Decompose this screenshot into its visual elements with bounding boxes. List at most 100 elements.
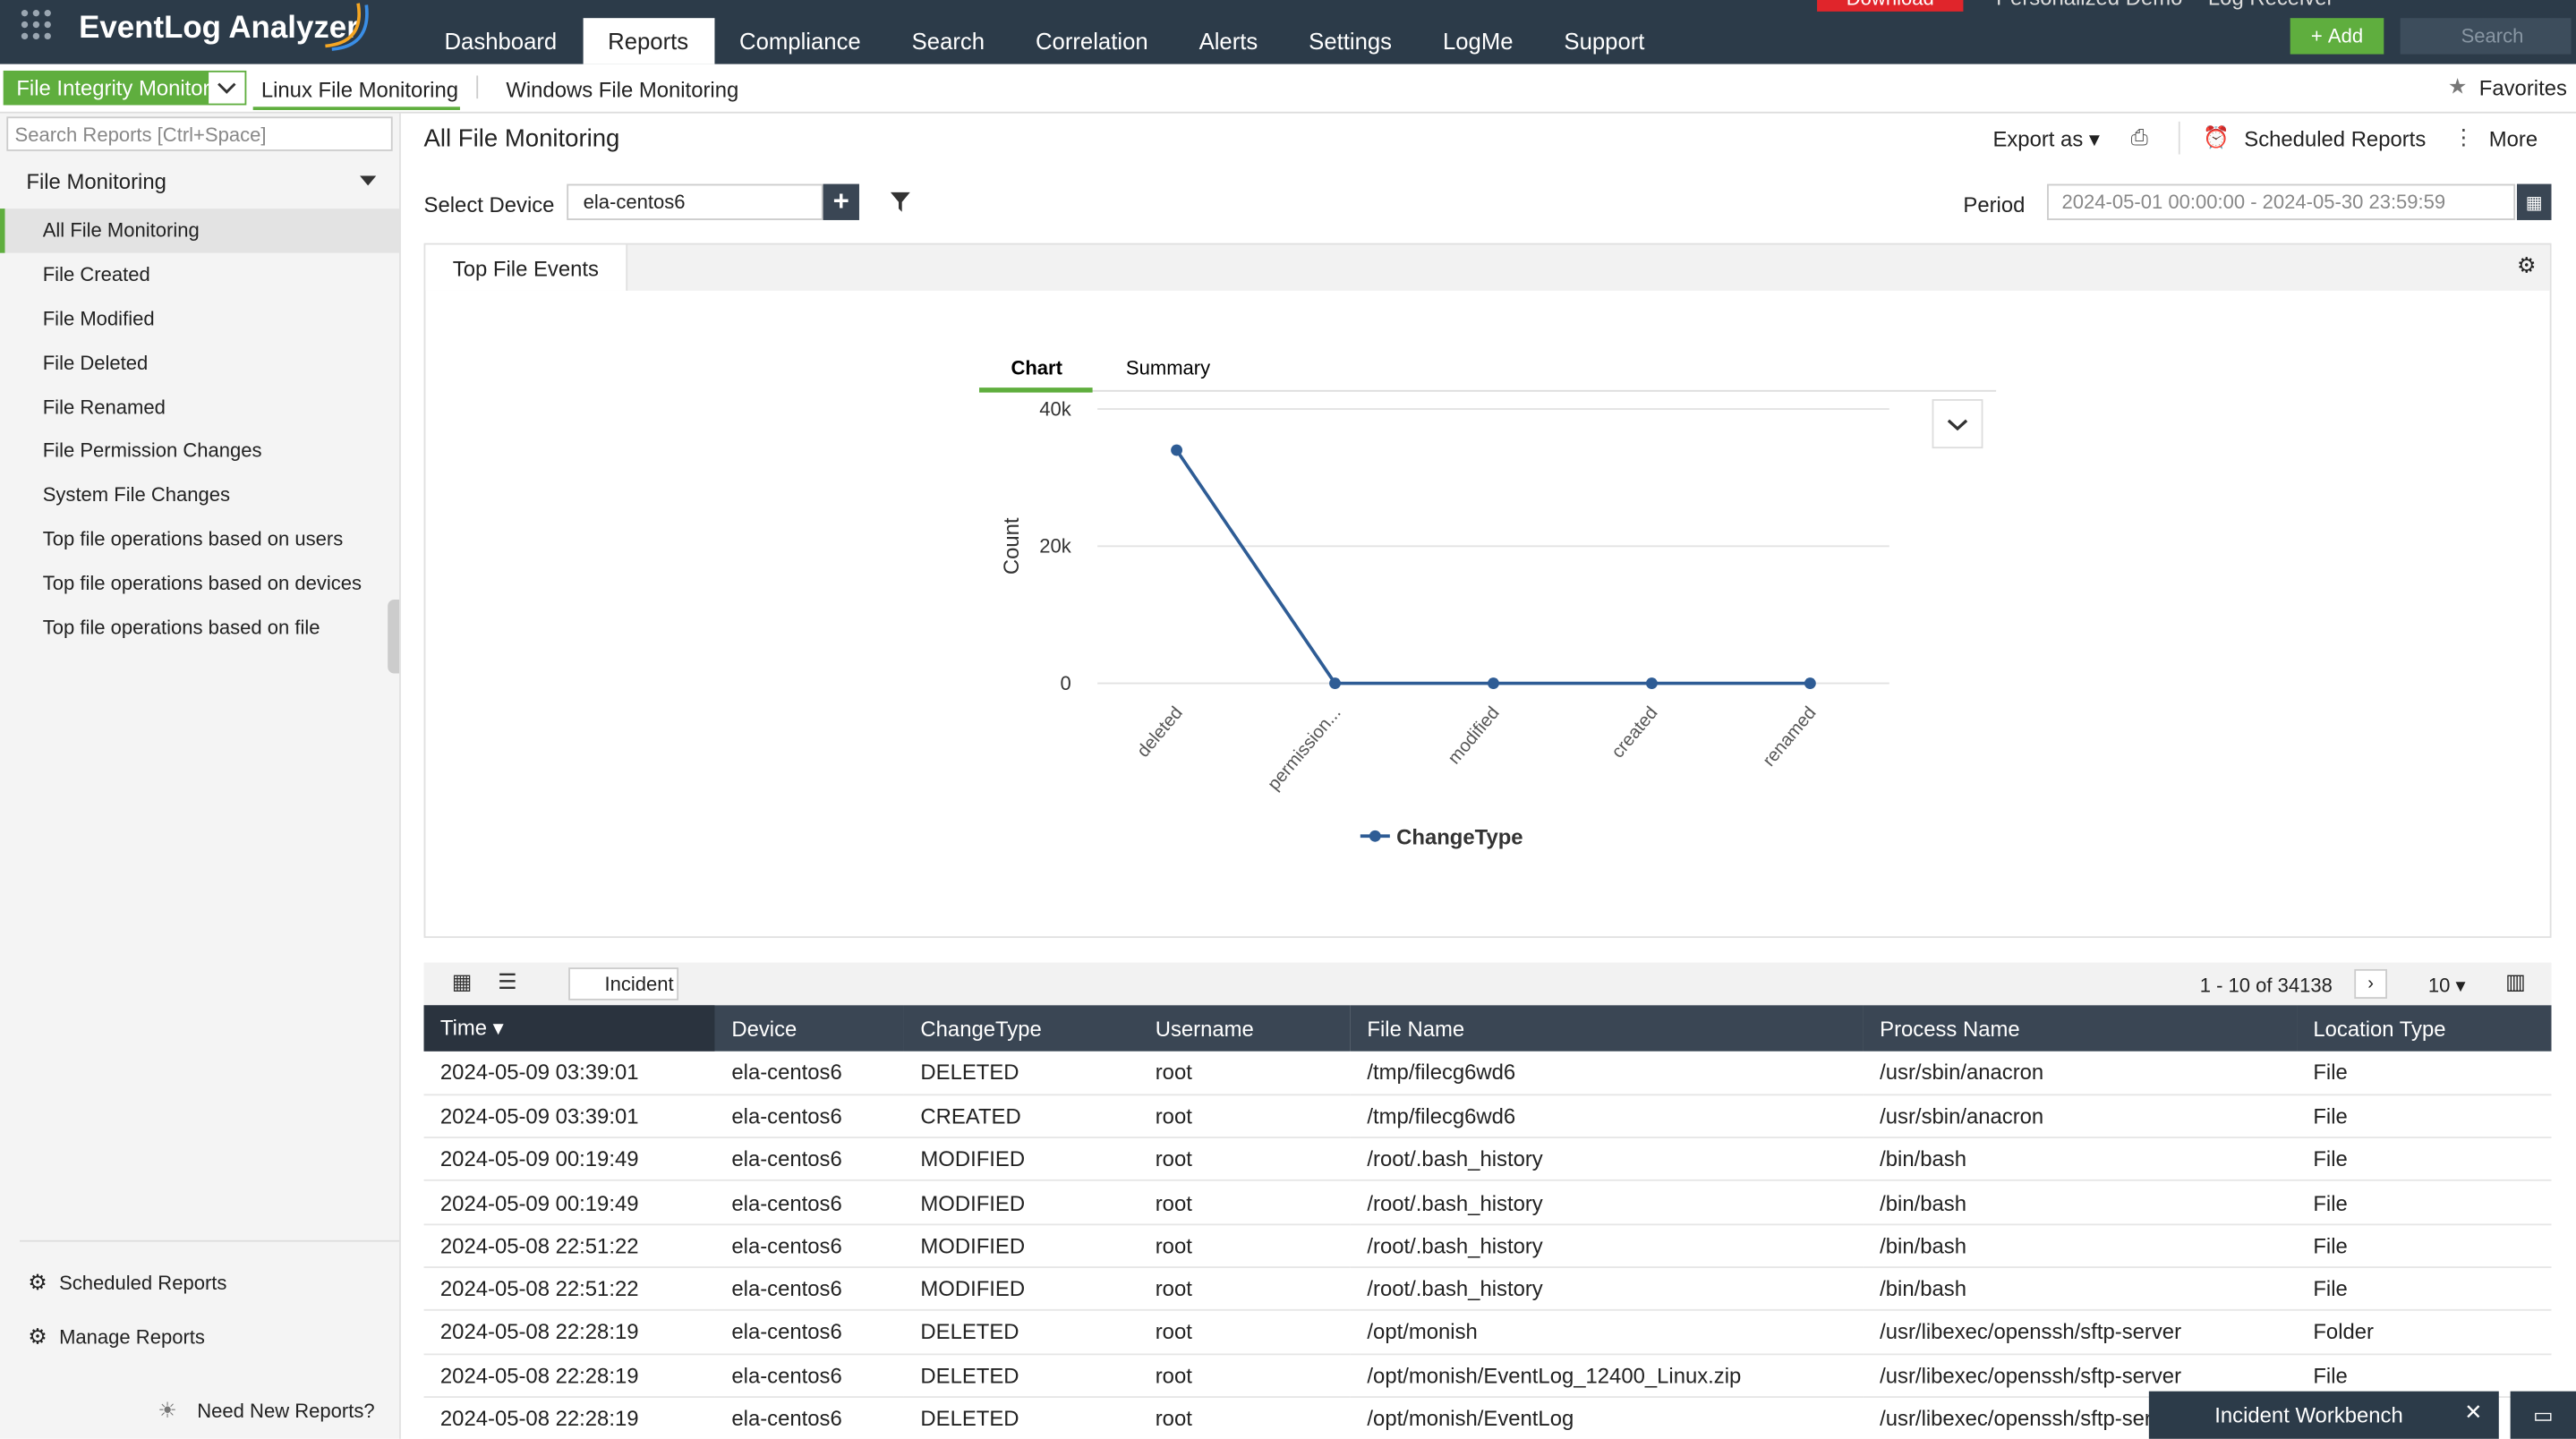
incident-workbench[interactable]: Incident Workbench — [2148, 1391, 2499, 1439]
legend-marker — [1369, 830, 1381, 842]
nav-item[interactable]: Compliance — [739, 28, 861, 55]
table-row: 2024-05-09 00:19:49 ela-centos6 MODIFIED ro… — [423, 1137, 2552, 1181]
report-item[interactable]: File Deleted — [42, 351, 149, 375]
grid-view[interactable]: ▦ — [451, 968, 473, 994]
x-tick-label: deleted — [1133, 703, 1186, 762]
column-header[interactable]: ChangeType — [904, 1005, 1139, 1051]
settings-icon[interactable]: ⚙ — [2516, 252, 2537, 278]
filter-icon[interactable] — [890, 192, 910, 212]
chart-tab[interactable]: Summary — [1126, 356, 1210, 379]
log-receiver[interactable]: Log Receiver — [2208, 0, 2334, 10]
legend-label[interactable]: ChangeType — [1396, 825, 1523, 849]
nav-item[interactable]: Support — [1564, 28, 1645, 55]
point — [1645, 677, 1658, 689]
y-tick-label: 0 — [1060, 672, 1070, 694]
table-cell: File — [2313, 1146, 2348, 1172]
table-cell: /usr/libexec/openssh/sftp-server — [1880, 1319, 2182, 1345]
report-item[interactable]: File Modified — [42, 307, 155, 330]
table-cell: /usr/libexec/openssh/sftp-server — [1880, 1362, 2182, 1388]
nav-item[interactable]: Search — [911, 28, 985, 55]
table-cell: root — [1155, 1319, 1192, 1345]
column-title: Device — [731, 1016, 798, 1041]
table-cell: /bin/bash — [1880, 1189, 1967, 1215]
collapse-handle[interactable] — [388, 599, 400, 674]
report-item[interactable]: File Created — [42, 263, 150, 286]
nav-item[interactable]: Reports — [582, 18, 714, 64]
device-input[interactable]: ela-centos6 — [567, 183, 823, 220]
report-item[interactable]: File Permission Changes — [42, 439, 262, 463]
clock-icon: ⏰ — [2203, 124, 2231, 150]
nav-item[interactable]: Dashboard — [444, 28, 558, 55]
column-header[interactable]: Process Name — [1864, 1005, 2297, 1051]
report-item[interactable]: Top file operations based on devices — [42, 571, 363, 595]
table-cell: File — [2313, 1103, 2348, 1128]
column-header[interactable]: Device — [715, 1005, 904, 1051]
module-dropdown[interactable] — [209, 72, 245, 104]
top-bar: EventLog Analyzer Dashboard Reports Compli… — [0, 0, 2576, 64]
report-item[interactable]: Top file operations based on users — [42, 527, 344, 550]
point — [1329, 677, 1341, 689]
table-cell: /bin/bash — [1880, 1233, 1967, 1258]
period-input[interactable]: 2024-05-01 00:00:00 - 2024-05-30 23:59:5… — [2047, 183, 2516, 220]
export-button[interactable]: Export as ▾ — [1992, 126, 2100, 151]
table-cell: ela-centos6 — [731, 1146, 842, 1172]
column-header[interactable]: Location Type — [2297, 1005, 2552, 1051]
point — [1804, 677, 1816, 689]
table-cell: 2024-05-08 22:28:19 — [439, 1362, 639, 1388]
tab[interactable]: Linux File Monitoring — [260, 77, 459, 102]
nav-item[interactable]: Settings — [1309, 28, 1393, 55]
column-header[interactable]: Username — [1139, 1005, 1351, 1051]
table-cell: 2024-05-08 22:51:22 — [439, 1276, 639, 1301]
report-item[interactable]: All File Monitoring — [0, 209, 400, 253]
report-item[interactable]: File Renamed — [42, 395, 166, 419]
close-icon[interactable]: ✕ — [2464, 1399, 2483, 1425]
chart-menu[interactable] — [1932, 399, 1983, 449]
pdf-icon[interactable]: ⎙ — [2130, 124, 2148, 150]
search-box[interactable]: Search — [2400, 18, 2572, 55]
add-device[interactable]: + — [823, 183, 859, 220]
tab[interactable]: Windows File Monitoring — [506, 77, 739, 102]
module-select[interactable]: File Integrity Monitor — [3, 70, 247, 106]
demo-link[interactable]: Personalized Demo — [1996, 0, 2182, 10]
nav-item[interactable]: LogMe — [1442, 28, 1514, 55]
need-new-reports[interactable]: Need New Reports? — [197, 1399, 375, 1423]
favorites[interactable]: Favorites — [2478, 75, 2567, 100]
separator — [476, 75, 479, 99]
page-size-value: 10 — [2427, 974, 2451, 998]
table-cell: root — [1155, 1103, 1192, 1128]
report-item[interactable]: System File Changes — [42, 482, 231, 507]
list-view[interactable]: ☰ — [498, 968, 517, 994]
table-cell: /tmp/filecg6wd6 — [1367, 1103, 1516, 1128]
x-tick-label: permission... — [1264, 703, 1344, 795]
group-title[interactable]: File Monitoring — [26, 169, 166, 194]
panel-tab[interactable]: Top File Events — [425, 244, 628, 291]
column-header[interactable]: Time ▾ — [423, 1005, 716, 1052]
incident-button[interactable]: Incident — [568, 967, 679, 1000]
chat-icon[interactable]: ▭ — [2510, 1391, 2576, 1439]
report-item[interactable]: Top file operations based on file — [42, 615, 320, 639]
table-cell: /usr/libexec/openssh/sftp-server — [1880, 1406, 2182, 1431]
add-button[interactable]: + Add — [2290, 18, 2384, 55]
table-cell: root — [1155, 1406, 1192, 1431]
scheduled-reports[interactable]: Scheduled Reports — [59, 1271, 227, 1295]
calendar-button[interactable]: ▦ — [2516, 183, 2552, 220]
nav-item[interactable]: Correlation — [1035, 28, 1148, 55]
report-search[interactable]: Search Reports [Ctrl+Space] — [6, 116, 393, 151]
nav-item[interactable]: Alerts — [1198, 28, 1258, 55]
table-cell: root — [1155, 1189, 1192, 1215]
download-button[interactable]: Download — [1817, 0, 1964, 12]
scheduled-button[interactable]: Scheduled Reports — [2244, 126, 2427, 151]
chart-tab[interactable]: Chart — [1011, 356, 1062, 379]
columns-icon[interactable]: ▥ — [2505, 968, 2526, 994]
column-header[interactable]: File Name — [1351, 1005, 1864, 1051]
table-cell: /root/.bash_history — [1367, 1189, 1543, 1215]
more-button[interactable]: More — [2488, 126, 2538, 151]
next-page[interactable]: › — [2354, 968, 2387, 999]
export-label: Export as — [1992, 126, 2084, 151]
apps-icon[interactable] — [20, 8, 53, 41]
manage-reports[interactable]: Manage Reports — [59, 1325, 205, 1349]
page-size[interactable]: 10 ▾ — [2427, 974, 2466, 998]
table-cell: 2024-05-09 00:19:49 — [439, 1189, 639, 1215]
logo[interactable]: EventLog Analyzer — [79, 11, 359, 47]
add-label: Add — [2327, 24, 2364, 48]
